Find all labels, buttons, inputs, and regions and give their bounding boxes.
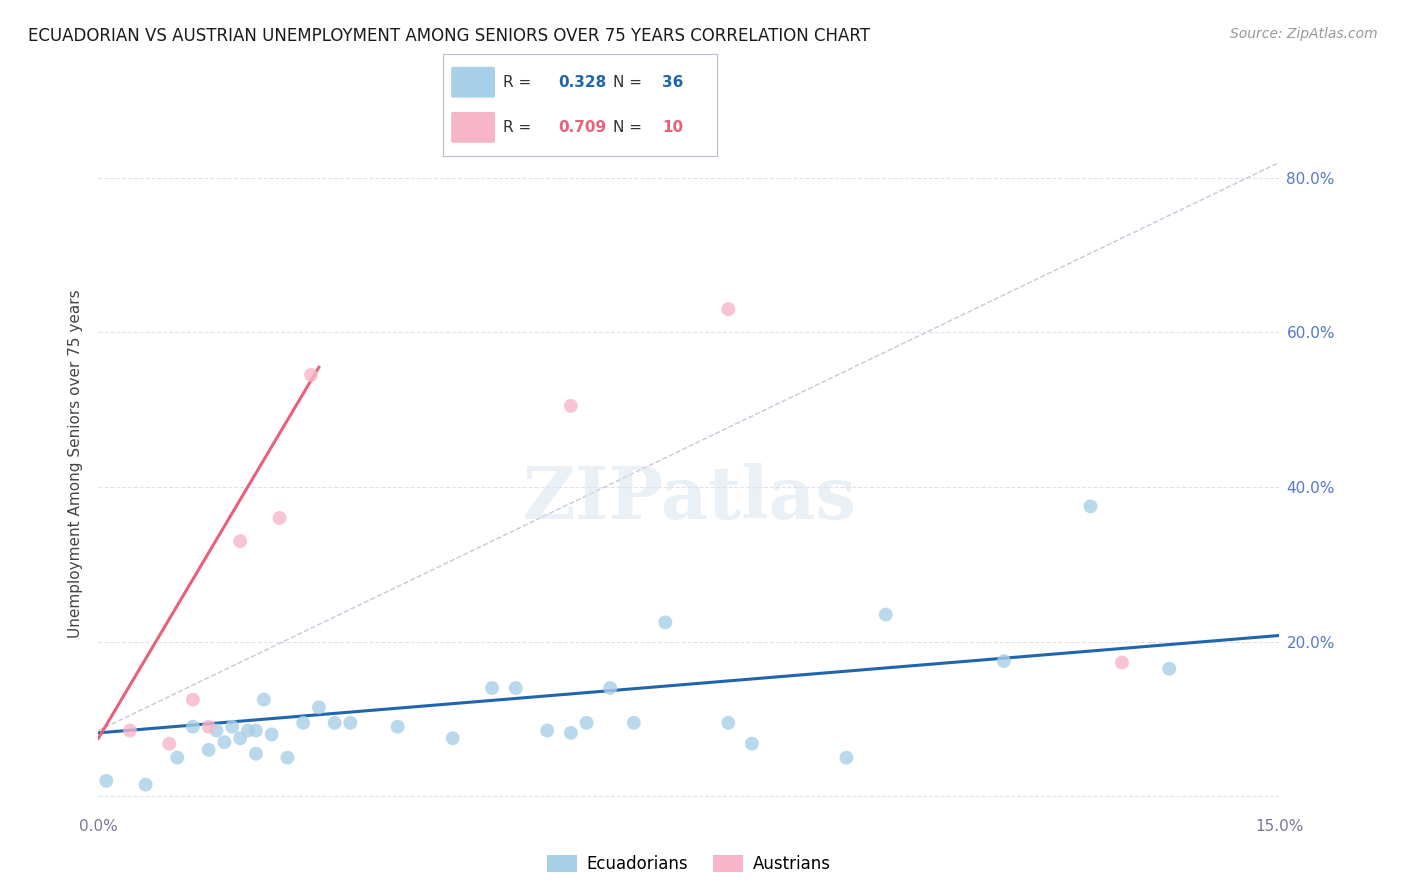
Point [299, 368, 322, 382]
Point [505, 681, 527, 695]
Point [214, 735, 236, 749]
Point [993, 654, 1015, 668]
Text: 10: 10 [662, 120, 683, 135]
Text: N =: N = [613, 75, 647, 90]
Point [269, 511, 291, 525]
Point [1080, 500, 1102, 514]
Point [118, 723, 141, 738]
Point [276, 750, 298, 764]
Point [339, 715, 361, 730]
Point [221, 720, 243, 734]
Text: 36: 36 [662, 75, 683, 90]
Point [253, 692, 276, 706]
Y-axis label: Unemployment Among Seniors over 75 years: Unemployment Among Seniors over 75 years [67, 290, 83, 638]
FancyBboxPatch shape [451, 112, 495, 143]
Point [166, 750, 188, 764]
Point [560, 399, 582, 413]
Point [387, 720, 409, 734]
Text: N =: N = [613, 120, 647, 135]
Point [245, 747, 267, 761]
Point [205, 723, 228, 738]
Point [229, 731, 252, 746]
Point [441, 731, 464, 746]
Text: R =: R = [503, 120, 536, 135]
Point [875, 607, 897, 622]
Point [260, 727, 283, 741]
Point [741, 737, 763, 751]
Point [229, 534, 252, 549]
Point [536, 723, 558, 738]
Point [236, 723, 259, 738]
Text: 0.709: 0.709 [558, 120, 606, 135]
Point [599, 681, 621, 695]
Point [245, 723, 267, 738]
FancyBboxPatch shape [451, 67, 495, 97]
Point [197, 720, 219, 734]
Point [1159, 662, 1181, 676]
Point [717, 715, 740, 730]
Text: Source: ZipAtlas.com: Source: ZipAtlas.com [1230, 27, 1378, 41]
Point [181, 720, 204, 734]
Point [654, 615, 676, 630]
Point [1111, 656, 1133, 670]
Point [835, 750, 858, 764]
Text: ECUADORIAN VS AUSTRIAN UNEMPLOYMENT AMONG SENIORS OVER 75 YEARS CORRELATION CHAR: ECUADORIAN VS AUSTRIAN UNEMPLOYMENT AMON… [28, 27, 870, 45]
Legend: Ecuadorians, Austrians: Ecuadorians, Austrians [540, 848, 838, 880]
Point [323, 715, 346, 730]
Point [717, 302, 740, 317]
Point [135, 778, 157, 792]
Point [560, 726, 582, 740]
Point [623, 715, 645, 730]
Point [197, 743, 219, 757]
Point [292, 715, 315, 730]
Point [181, 692, 204, 706]
Text: 0.328: 0.328 [558, 75, 606, 90]
Text: R =: R = [503, 75, 536, 90]
Point [308, 700, 330, 714]
Point [575, 715, 598, 730]
Text: ZIPatlas: ZIPatlas [522, 463, 856, 534]
Point [96, 773, 118, 788]
Point [481, 681, 503, 695]
Point [157, 737, 180, 751]
